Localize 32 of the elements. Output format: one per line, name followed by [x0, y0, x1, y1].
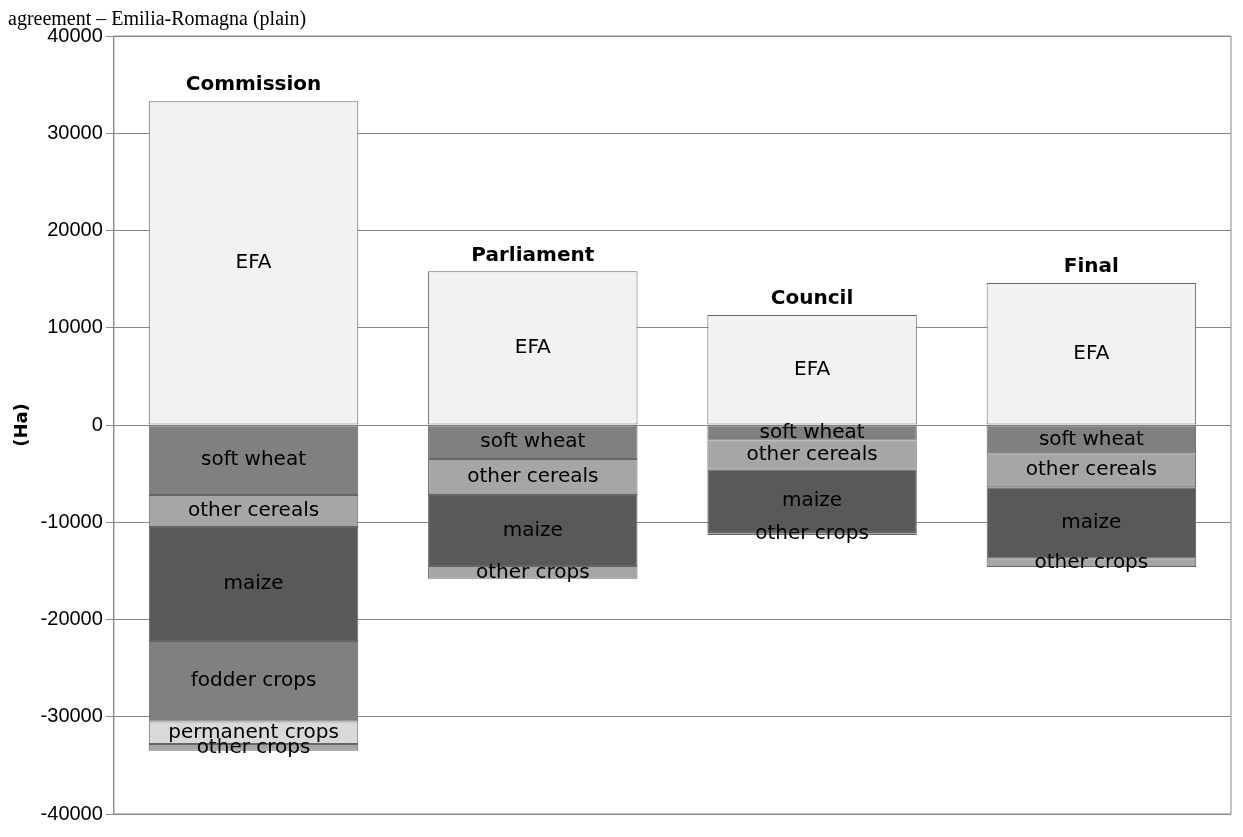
text: other crops [475, 558, 590, 583]
y-tick-label: 30000 [47, 120, 103, 143]
series-label: maize [782, 487, 843, 512]
y-tick-label: -30000 [40, 704, 103, 727]
y-tick-label: 0 [91, 412, 103, 435]
x-tick-label: Commission [185, 71, 322, 96]
text: soft wheat [201, 446, 307, 471]
series-label: soft wheat [1038, 425, 1145, 450]
series-label: other cereals [746, 441, 878, 466]
y-tick-label: -20000 [40, 607, 103, 630]
text: other cereals [467, 463, 599, 488]
x-tick-label: Final [1063, 253, 1119, 278]
text: EFA [1073, 339, 1110, 364]
text: other cereals [1025, 456, 1157, 481]
y-tick-label: 10000 [47, 315, 103, 338]
text: soft wheat [480, 428, 586, 453]
series-label: EFA [794, 356, 831, 381]
text: other crops [1034, 548, 1149, 573]
y-tick-label: -10000 [40, 509, 103, 532]
text: other cereals [187, 497, 320, 522]
series-label: fodder crops [190, 667, 317, 692]
text: EFA [514, 334, 551, 359]
x-tick-label: Council [770, 285, 854, 310]
y-tick-label: 20000 [47, 218, 103, 241]
y-tick-label: -40000 [40, 801, 103, 824]
text: maize [223, 570, 284, 595]
text: maize [502, 516, 563, 541]
text: maize [1061, 508, 1122, 533]
y-axis-title: (Ha) [10, 403, 32, 447]
text: EFA [235, 249, 272, 274]
text: soft wheat [759, 419, 865, 444]
x-tick-label: Parliament [471, 241, 595, 266]
